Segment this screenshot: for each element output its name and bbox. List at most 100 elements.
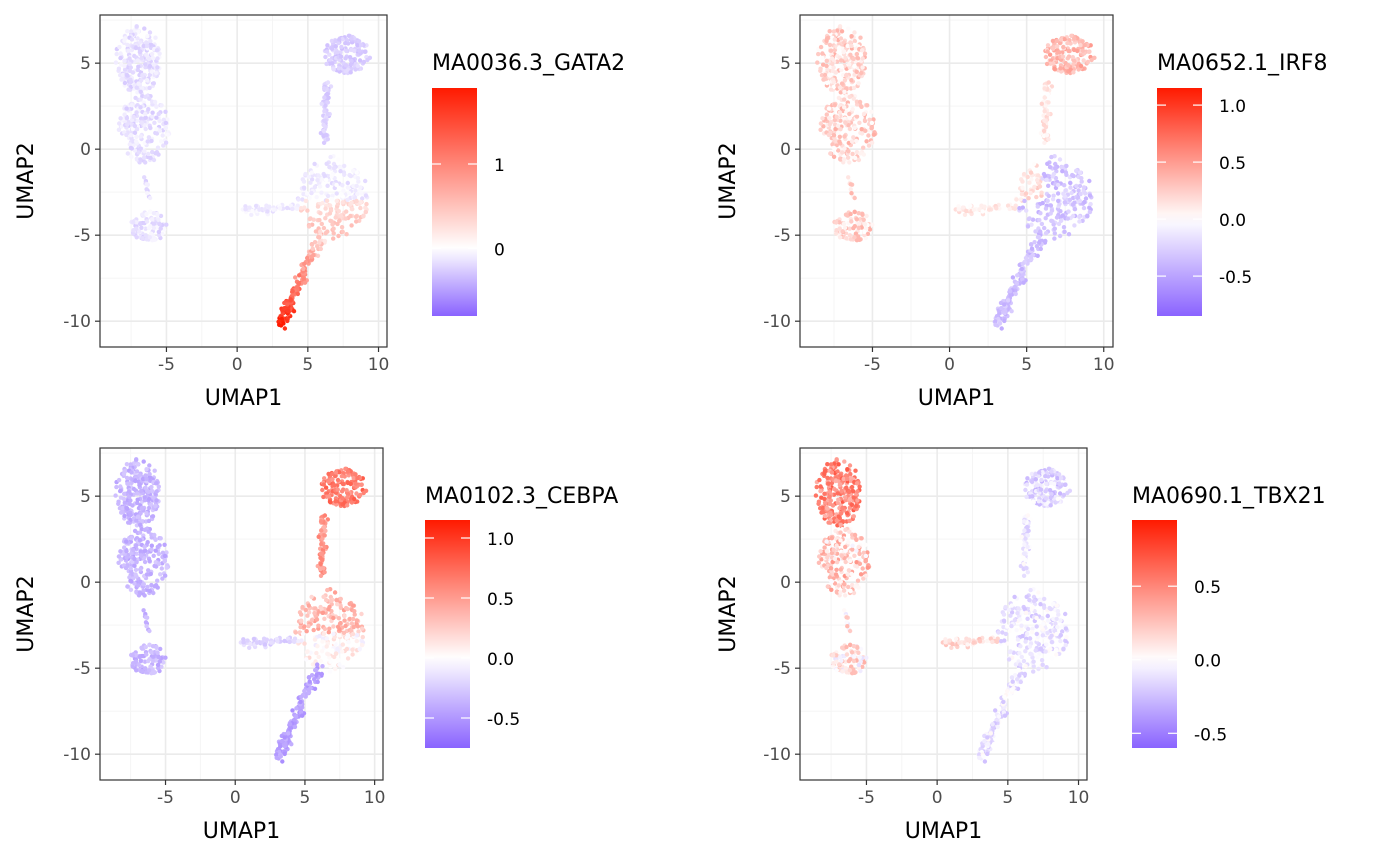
data-point — [1015, 637, 1021, 642]
data-point — [831, 653, 836, 658]
data-point — [1005, 298, 1011, 303]
data-point — [1014, 281, 1020, 286]
data-point — [345, 180, 350, 186]
data-point — [319, 542, 324, 547]
legend-tick-label: 0 — [494, 240, 505, 260]
data-point — [296, 197, 301, 202]
data-point — [147, 96, 152, 101]
data-point — [355, 43, 360, 48]
data-point — [838, 127, 843, 132]
data-point — [319, 671, 324, 677]
data-point — [1023, 639, 1028, 644]
data-point — [1071, 62, 1076, 67]
data-point — [324, 91, 330, 97]
data-point — [323, 54, 328, 60]
data-point — [143, 233, 148, 238]
data-point — [151, 553, 156, 558]
data-point — [124, 106, 129, 111]
data-point — [127, 142, 132, 147]
data-point — [335, 602, 340, 607]
data-point — [829, 587, 834, 592]
data-point — [118, 484, 123, 489]
data-point — [822, 513, 828, 519]
data-point — [1042, 109, 1047, 114]
data-point — [309, 242, 315, 247]
data-point — [971, 640, 976, 645]
scatter-points — [815, 24, 1097, 331]
data-point — [280, 759, 285, 764]
data-point — [1080, 48, 1086, 53]
data-point — [829, 56, 835, 61]
data-point — [1044, 133, 1050, 138]
data-point — [982, 204, 987, 209]
data-point — [856, 234, 861, 239]
data-point — [158, 139, 164, 144]
data-point — [130, 70, 136, 75]
data-point — [1049, 469, 1054, 474]
data-point — [1038, 130, 1044, 136]
data-point — [135, 491, 140, 496]
data-point — [149, 217, 155, 222]
data-point — [143, 62, 148, 67]
data-point — [304, 657, 309, 662]
data-point — [326, 652, 331, 657]
data-point — [274, 755, 279, 760]
data-point — [353, 188, 358, 193]
data-point — [863, 553, 869, 559]
data-point — [861, 217, 866, 222]
data-point — [345, 197, 350, 202]
data-point — [134, 560, 139, 565]
data-point — [248, 641, 253, 647]
data-point — [335, 646, 340, 651]
data-point — [143, 111, 148, 117]
data-point — [323, 206, 328, 211]
data-point — [1046, 193, 1052, 199]
data-point — [843, 527, 848, 532]
data-point — [1054, 603, 1059, 608]
data-point — [297, 273, 302, 278]
data-point — [1053, 165, 1058, 171]
data-point — [852, 209, 857, 215]
data-point — [1048, 61, 1053, 66]
data-point — [142, 544, 147, 550]
data-point — [155, 544, 160, 550]
data-point — [318, 551, 324, 556]
data-point — [1036, 499, 1042, 504]
data-point — [1055, 609, 1061, 614]
data-point — [121, 496, 127, 502]
data-point — [279, 739, 284, 744]
data-point — [331, 231, 336, 236]
data-point — [1002, 318, 1007, 324]
data-point — [133, 567, 139, 572]
data-point — [1002, 713, 1008, 718]
data-point — [820, 51, 825, 56]
data-point — [139, 669, 145, 674]
data-point — [154, 481, 159, 486]
data-point — [1053, 647, 1059, 652]
data-point — [828, 566, 834, 571]
data-point — [843, 495, 848, 500]
legend-tick-label: -0.5 — [1194, 725, 1227, 745]
data-point — [859, 127, 864, 132]
data-point — [128, 79, 134, 85]
data-point — [854, 149, 860, 155]
data-point — [1058, 37, 1064, 42]
data-point — [1072, 200, 1077, 205]
legend-colorbar — [432, 88, 477, 316]
data-point — [142, 26, 147, 31]
data-point — [860, 212, 865, 217]
data-point — [135, 497, 140, 502]
data-point — [319, 607, 324, 612]
data-point — [358, 199, 363, 205]
data-point — [1029, 471, 1035, 477]
data-point — [148, 125, 153, 131]
data-point — [314, 673, 319, 678]
data-point — [114, 484, 119, 490]
legend-colorbar — [1132, 520, 1177, 748]
data-point — [1062, 183, 1067, 188]
data-point — [138, 146, 143, 151]
data-point — [348, 70, 353, 75]
data-point — [321, 594, 326, 599]
data-point — [1006, 607, 1011, 613]
